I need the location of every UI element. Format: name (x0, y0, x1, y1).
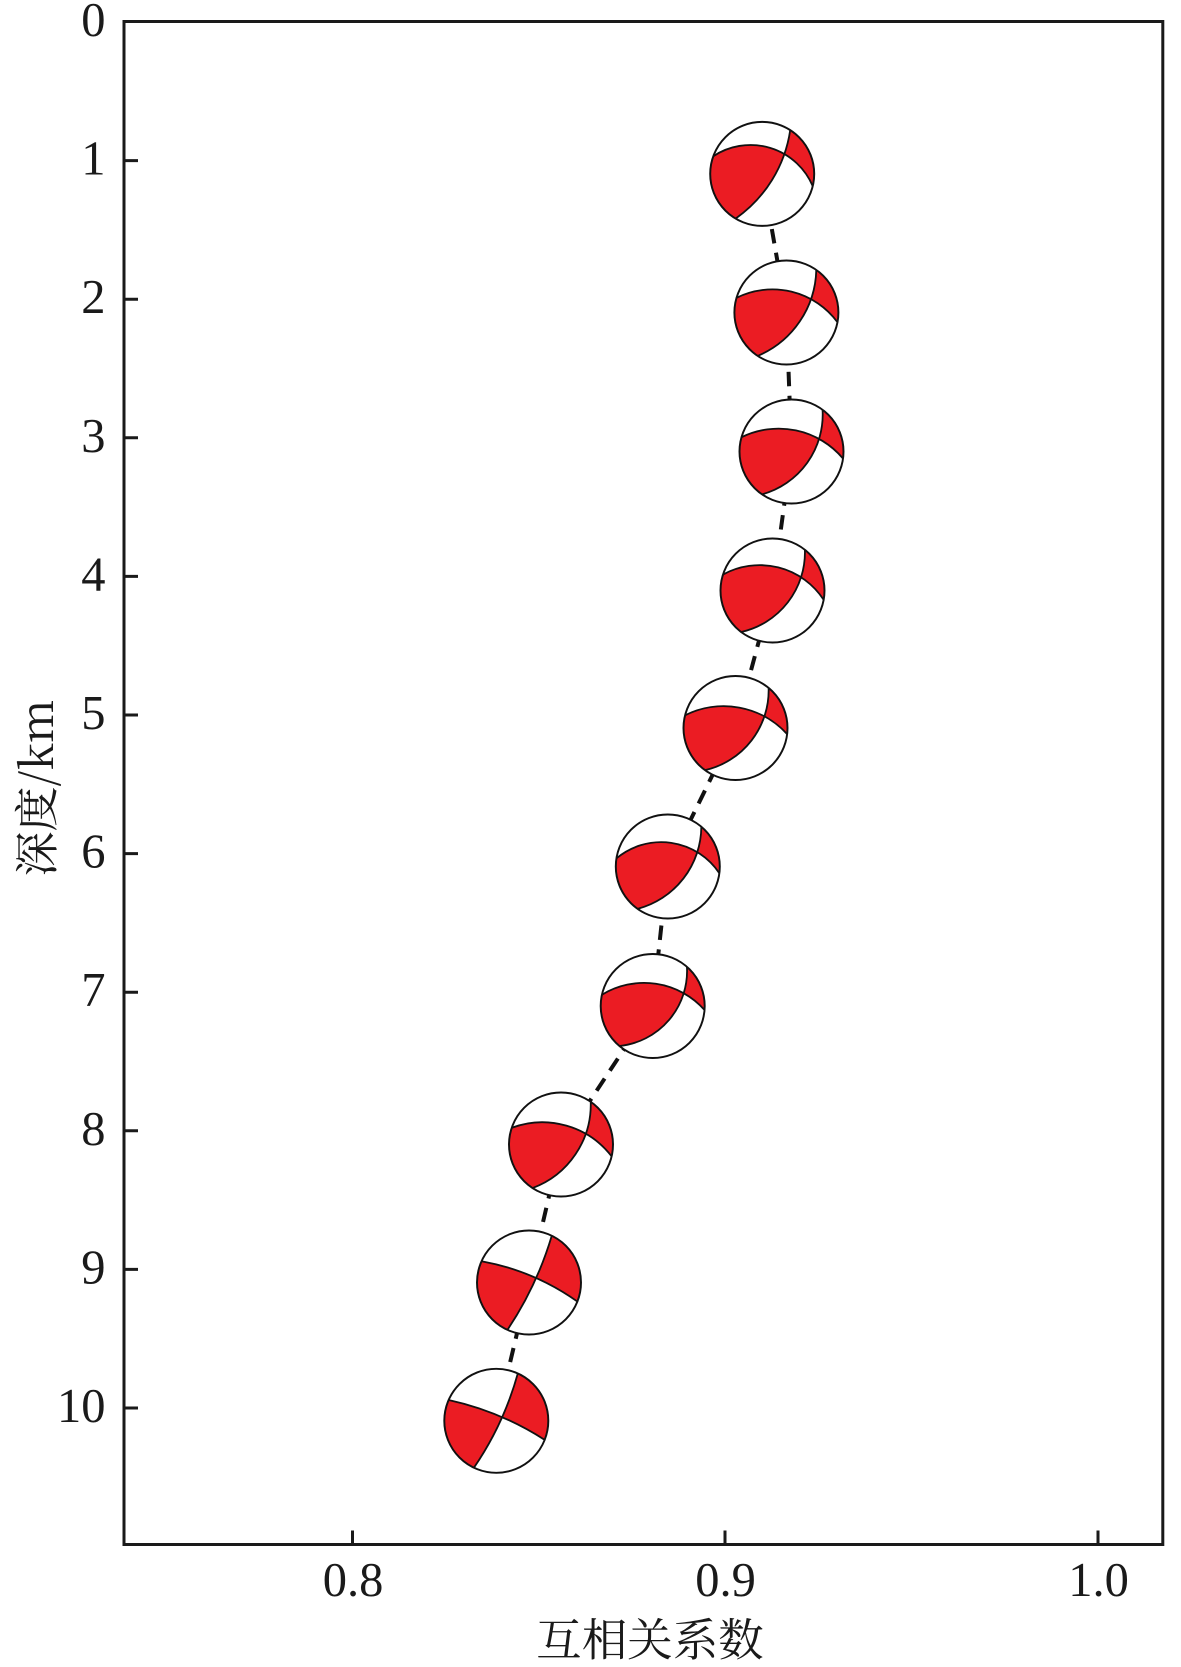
svg-text:1.0: 1.0 (1068, 1554, 1129, 1607)
svg-text:2: 2 (81, 271, 105, 324)
svg-text:3: 3 (81, 410, 105, 463)
svg-text:9: 9 (81, 1241, 105, 1294)
svg-text:0: 0 (81, 0, 105, 47)
svg-text:10: 10 (57, 1380, 106, 1433)
svg-text:4: 4 (81, 548, 105, 601)
svg-text:7: 7 (81, 964, 105, 1017)
svg-text:1: 1 (81, 133, 105, 186)
svg-text:6: 6 (81, 826, 105, 879)
svg-text:0.8: 0.8 (323, 1554, 384, 1607)
svg-text:8: 8 (81, 1103, 105, 1156)
svg-text:5: 5 (81, 687, 105, 740)
svg-text:0.9: 0.9 (695, 1554, 756, 1607)
